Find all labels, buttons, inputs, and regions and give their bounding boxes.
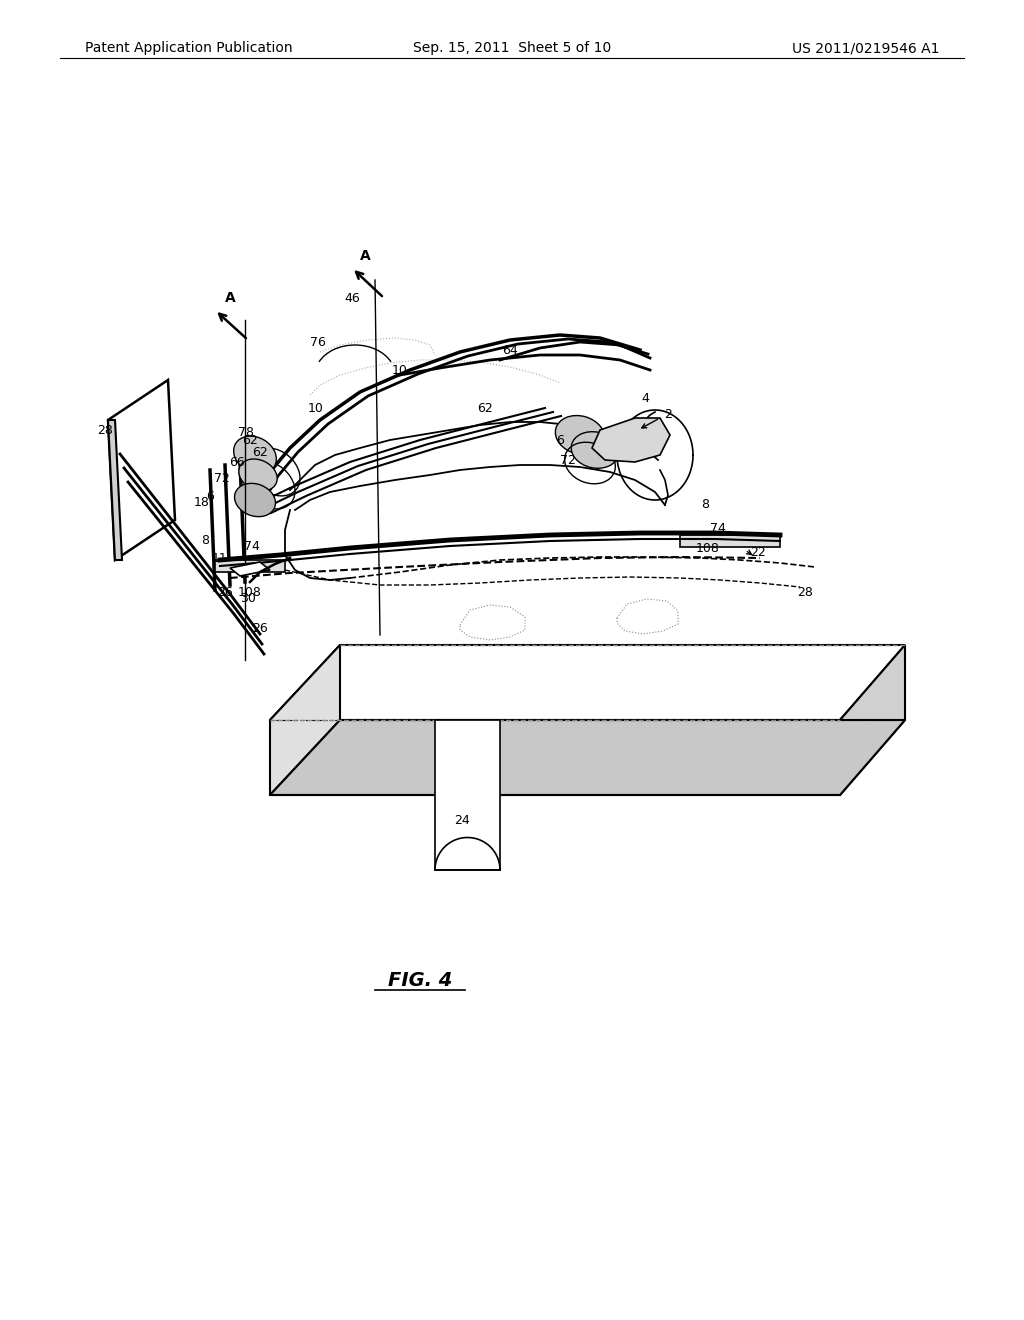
Text: A: A (359, 249, 371, 263)
Text: 62: 62 (477, 401, 493, 414)
Text: 74: 74 (244, 540, 260, 553)
Text: 11: 11 (212, 552, 228, 565)
Text: A: A (224, 290, 236, 305)
Polygon shape (108, 420, 122, 560)
Ellipse shape (233, 436, 276, 474)
Polygon shape (230, 562, 270, 576)
Polygon shape (680, 535, 780, 546)
Text: 46: 46 (344, 292, 359, 305)
Text: 74: 74 (710, 521, 726, 535)
Text: 24: 24 (454, 813, 470, 826)
Text: 66: 66 (229, 455, 245, 469)
Text: FIG. 4: FIG. 4 (388, 970, 453, 990)
Text: Patent Application Publication: Patent Application Publication (85, 41, 293, 55)
Ellipse shape (234, 483, 275, 516)
Text: 78: 78 (238, 425, 254, 438)
Ellipse shape (555, 416, 604, 454)
Text: 10: 10 (308, 401, 324, 414)
Text: 72: 72 (560, 454, 575, 466)
Text: 62: 62 (242, 433, 258, 446)
Text: Sep. 15, 2011  Sheet 5 of 10: Sep. 15, 2011 Sheet 5 of 10 (413, 41, 611, 55)
Text: 30: 30 (240, 591, 256, 605)
Text: 8: 8 (201, 533, 209, 546)
Text: 28: 28 (97, 424, 113, 437)
Text: 18: 18 (195, 495, 210, 508)
Text: 76: 76 (310, 335, 326, 348)
Polygon shape (108, 380, 175, 560)
Text: 62: 62 (252, 446, 268, 459)
Text: US 2011/0219546 A1: US 2011/0219546 A1 (793, 41, 940, 55)
Text: 4: 4 (641, 392, 649, 404)
Text: 6: 6 (556, 433, 564, 446)
Text: 10: 10 (392, 363, 408, 376)
Ellipse shape (571, 432, 618, 469)
Text: 6: 6 (206, 491, 214, 503)
Ellipse shape (239, 459, 278, 491)
Text: 108: 108 (696, 541, 720, 554)
Text: 22: 22 (751, 545, 766, 558)
Text: 2: 2 (664, 408, 672, 421)
Polygon shape (215, 560, 285, 572)
Text: 108: 108 (238, 586, 262, 598)
Text: 28: 28 (797, 586, 813, 598)
Text: 26: 26 (252, 622, 268, 635)
Polygon shape (840, 645, 905, 795)
Polygon shape (270, 645, 905, 719)
Text: 26: 26 (217, 586, 232, 598)
Polygon shape (270, 645, 340, 795)
Polygon shape (592, 418, 670, 462)
Text: 8: 8 (701, 499, 709, 511)
Text: 64: 64 (502, 343, 518, 356)
Text: 72: 72 (214, 471, 230, 484)
Polygon shape (435, 719, 500, 870)
Polygon shape (270, 719, 905, 795)
